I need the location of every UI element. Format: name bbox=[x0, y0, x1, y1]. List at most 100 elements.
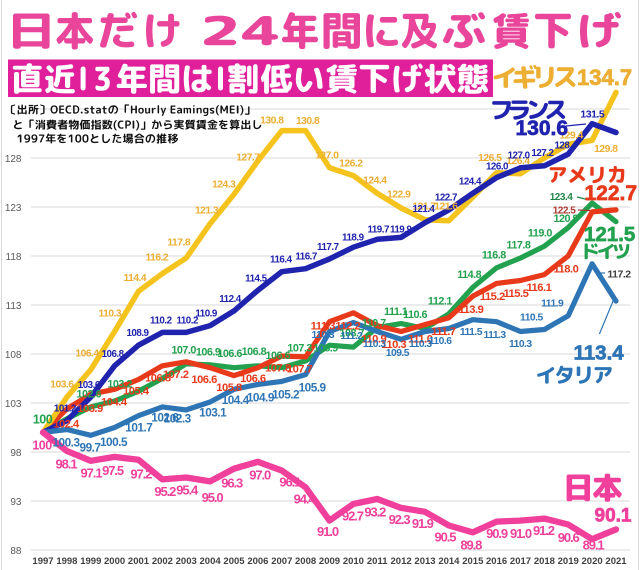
svg-text:98.1: 98.1 bbox=[56, 457, 78, 472]
svg-text:119.0: 119.0 bbox=[528, 228, 552, 240]
svg-text:124.3: 124.3 bbox=[212, 179, 236, 190]
svg-text:127.0: 127.0 bbox=[315, 150, 339, 161]
svg-text:114.8: 114.8 bbox=[457, 269, 481, 281]
svg-text:102.6: 102.6 bbox=[77, 388, 102, 400]
svg-text:110.2: 110.2 bbox=[176, 315, 199, 326]
svg-text:109.5: 109.5 bbox=[386, 348, 410, 359]
svg-text:91.0: 91.0 bbox=[510, 526, 532, 541]
svg-text:89.8: 89.8 bbox=[460, 538, 482, 553]
svg-text:128.4: 128.4 bbox=[554, 141, 577, 152]
svg-text:93.2: 93.2 bbox=[364, 505, 386, 520]
svg-text:107.3: 107.3 bbox=[287, 342, 312, 354]
svg-text:103: 103 bbox=[5, 399, 22, 410]
svg-text:2020: 2020 bbox=[582, 556, 603, 567]
svg-text:110.9: 110.9 bbox=[361, 334, 386, 346]
svg-text:106.8: 106.8 bbox=[242, 346, 267, 358]
svg-text:91.0: 91.0 bbox=[317, 524, 339, 539]
svg-text:101.7: 101.7 bbox=[125, 420, 153, 434]
svg-text:104.4: 104.4 bbox=[101, 397, 128, 409]
svg-text:126.0: 126.0 bbox=[486, 162, 509, 173]
svg-text:117.7: 117.7 bbox=[317, 242, 340, 253]
svg-text:127.7: 127.7 bbox=[236, 152, 260, 163]
svg-text:102.4: 102.4 bbox=[53, 419, 80, 431]
svg-text:120.9: 120.9 bbox=[554, 213, 579, 225]
svg-text:113.4: 113.4 bbox=[574, 342, 625, 365]
svg-text:110.6: 110.6 bbox=[403, 309, 427, 321]
svg-text:116.1: 116.1 bbox=[526, 282, 551, 294]
svg-text:116.7: 116.7 bbox=[295, 252, 318, 263]
svg-text:103.1: 103.1 bbox=[199, 406, 227, 420]
svg-text:131.5: 131.5 bbox=[580, 109, 604, 121]
svg-text:121.6: 121.6 bbox=[434, 202, 458, 213]
svg-text:92.7: 92.7 bbox=[342, 508, 364, 523]
svg-text:93: 93 bbox=[10, 497, 22, 508]
svg-text:111.1: 111.1 bbox=[384, 306, 408, 318]
svg-text:107.2: 107.2 bbox=[163, 369, 189, 381]
svg-text:117.8: 117.8 bbox=[167, 238, 190, 249]
svg-text:110.3: 110.3 bbox=[509, 339, 532, 350]
svg-text:91.9: 91.9 bbox=[412, 516, 434, 531]
svg-text:110.3: 110.3 bbox=[311, 330, 334, 341]
svg-text:121.4: 121.4 bbox=[412, 204, 435, 215]
svg-text:2004: 2004 bbox=[200, 556, 222, 567]
svg-text:113: 113 bbox=[6, 301, 22, 312]
svg-text:118.0: 118.0 bbox=[553, 264, 578, 276]
svg-text:130.8: 130.8 bbox=[296, 116, 320, 127]
svg-text:2013: 2013 bbox=[414, 556, 435, 567]
svg-text:111.3: 111.3 bbox=[311, 321, 336, 333]
svg-text:2017: 2017 bbox=[510, 556, 531, 567]
svg-text:108.9: 108.9 bbox=[126, 328, 149, 339]
svg-text:111.9: 111.9 bbox=[541, 298, 564, 309]
svg-text:119.9: 119.9 bbox=[390, 225, 413, 236]
svg-text:97.2: 97.2 bbox=[130, 466, 152, 481]
svg-text:90.6: 90.6 bbox=[558, 530, 580, 545]
svg-text:119.7: 119.7 bbox=[367, 224, 390, 235]
svg-text:106.6: 106.6 bbox=[266, 350, 291, 362]
svg-text:110.3: 110.3 bbox=[363, 339, 386, 350]
svg-text:115.5: 115.5 bbox=[503, 288, 528, 300]
svg-text:2005: 2005 bbox=[223, 556, 245, 567]
svg-text:101.2: 101.2 bbox=[54, 404, 77, 415]
svg-text:110.7: 110.7 bbox=[362, 318, 386, 330]
svg-text:103.6: 103.6 bbox=[78, 380, 101, 391]
svg-text:130.8: 130.8 bbox=[260, 116, 284, 127]
svg-text:110.6: 110.6 bbox=[429, 336, 452, 347]
svg-text:102.6: 102.6 bbox=[151, 411, 179, 425]
svg-text:106.8: 106.8 bbox=[145, 373, 171, 385]
svg-text:91.2: 91.2 bbox=[533, 523, 555, 538]
svg-text:1997: 1997 bbox=[32, 556, 53, 567]
svg-text:111.0: 111.0 bbox=[408, 334, 433, 346]
svg-text:126.5: 126.5 bbox=[478, 153, 502, 164]
svg-text:1999: 1999 bbox=[80, 556, 101, 567]
svg-text:98: 98 bbox=[10, 448, 22, 459]
svg-text:102.3: 102.3 bbox=[164, 411, 192, 425]
svg-text:95.2: 95.2 bbox=[154, 484, 176, 499]
svg-text:124.4: 124.4 bbox=[363, 176, 387, 187]
svg-text:96.1: 96.1 bbox=[279, 475, 301, 490]
svg-text:106.6: 106.6 bbox=[240, 373, 266, 385]
svg-text:111.5: 111.5 bbox=[460, 327, 483, 338]
svg-text:108.9: 108.9 bbox=[313, 343, 338, 355]
svg-text:2001: 2001 bbox=[128, 556, 150, 567]
svg-text:2008: 2008 bbox=[295, 556, 316, 567]
svg-text:111.2: 111.2 bbox=[340, 331, 363, 342]
svg-text:90.9: 90.9 bbox=[486, 526, 508, 541]
svg-text:106.4: 106.4 bbox=[75, 349, 99, 360]
svg-text:118: 118 bbox=[6, 252, 22, 263]
svg-text:2016: 2016 bbox=[486, 556, 507, 567]
svg-text:105.2: 105.2 bbox=[272, 388, 300, 402]
svg-text:121.3: 121.3 bbox=[195, 206, 219, 217]
svg-text:2002: 2002 bbox=[152, 556, 173, 567]
svg-text:114.5: 114.5 bbox=[245, 273, 268, 284]
svg-text:130.6: 130.6 bbox=[516, 117, 569, 140]
svg-text:2006: 2006 bbox=[247, 556, 268, 567]
svg-text:2010: 2010 bbox=[343, 556, 364, 567]
svg-text:103.9: 103.9 bbox=[77, 403, 103, 415]
svg-text:110.5: 110.5 bbox=[520, 313, 543, 324]
svg-text:121.5: 121.5 bbox=[584, 223, 635, 246]
svg-text:126.4: 126.4 bbox=[506, 156, 530, 167]
svg-text:124.4: 124.4 bbox=[459, 176, 482, 187]
svg-text:127.2: 127.2 bbox=[531, 148, 554, 159]
svg-text:106.6: 106.6 bbox=[191, 374, 217, 386]
svg-text:117.8: 117.8 bbox=[506, 240, 530, 252]
